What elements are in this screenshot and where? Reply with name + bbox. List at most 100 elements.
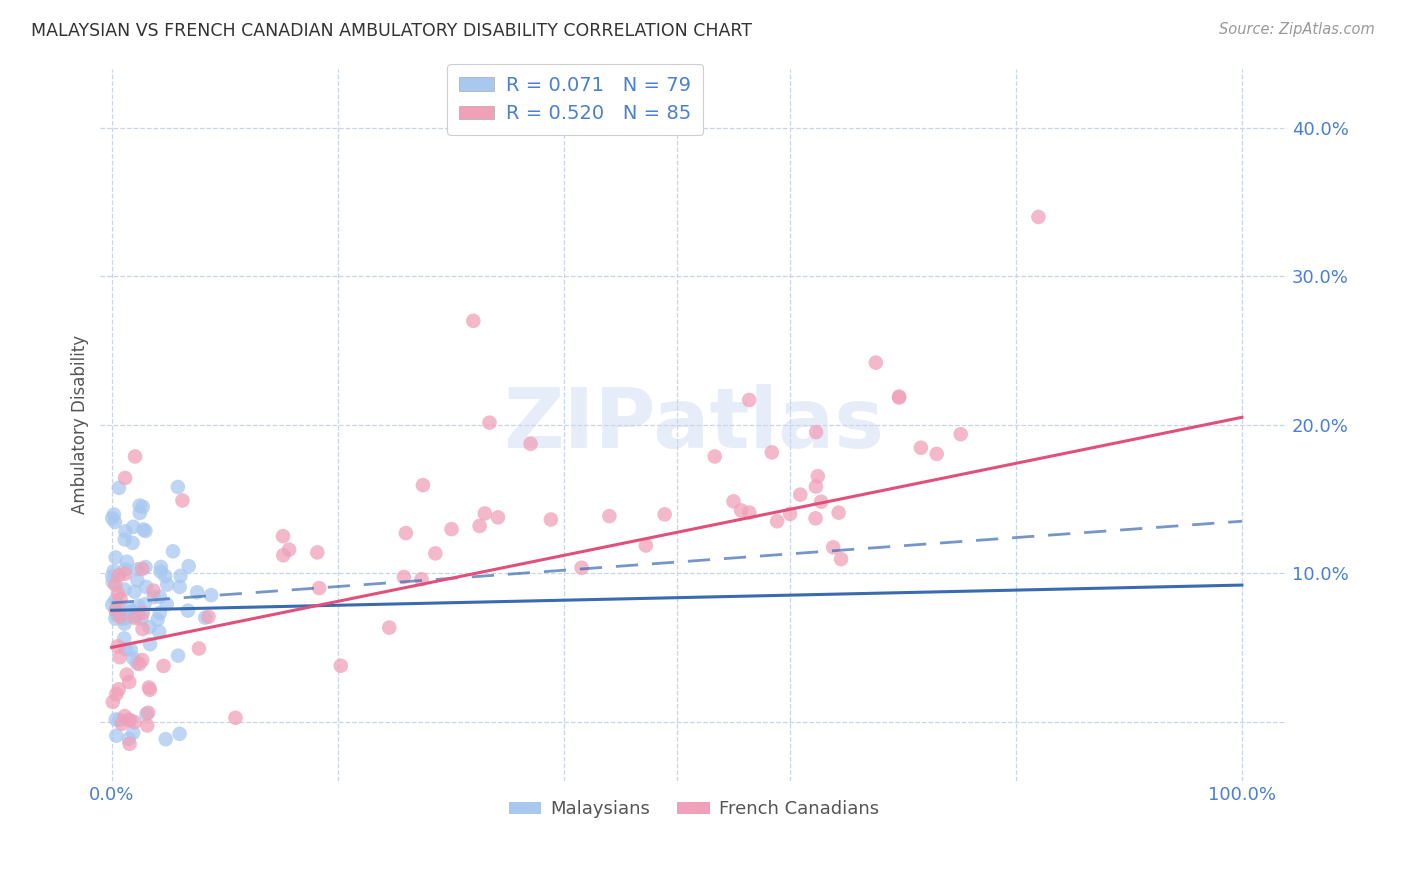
Point	[120, 602, 142, 616]
Point	[114, 566, 136, 581]
Point	[200, 588, 222, 602]
Point	[104, 612, 127, 626]
Point	[412, 478, 434, 492]
Point	[827, 506, 849, 520]
Point	[571, 560, 593, 574]
Point	[278, 542, 301, 557]
Point	[634, 539, 657, 553]
Point	[114, 533, 136, 547]
Point	[121, 536, 143, 550]
Point	[122, 726, 145, 740]
Point	[108, 609, 131, 624]
Point	[104, 712, 127, 726]
Point	[118, 737, 141, 751]
Point	[127, 599, 149, 613]
Point	[138, 620, 160, 634]
Point	[117, 713, 139, 727]
Point	[101, 574, 124, 589]
Point	[804, 479, 827, 493]
Point	[703, 450, 725, 464]
Point	[120, 642, 142, 657]
Point	[411, 572, 433, 586]
Point	[148, 624, 170, 639]
Point	[169, 569, 191, 583]
Point	[103, 564, 125, 578]
Point	[654, 508, 676, 522]
Point	[463, 314, 485, 328]
Point	[186, 585, 208, 599]
Point	[162, 544, 184, 558]
Point	[114, 524, 136, 539]
Point	[152, 659, 174, 673]
Point	[166, 480, 188, 494]
Point	[127, 574, 149, 588]
Point	[723, 494, 745, 508]
Point	[187, 641, 209, 656]
Point	[124, 450, 146, 464]
Point	[134, 560, 156, 574]
Point	[132, 606, 155, 620]
Point	[112, 632, 135, 646]
Point	[779, 507, 801, 521]
Point	[789, 488, 811, 502]
Legend: Malaysians, French Canadians: Malaysians, French Canadians	[502, 793, 886, 825]
Point	[114, 562, 136, 576]
Point	[139, 682, 162, 697]
Point	[598, 509, 620, 524]
Point	[110, 592, 132, 607]
Point	[131, 653, 153, 667]
Point	[378, 621, 401, 635]
Point	[122, 651, 145, 665]
Point	[118, 731, 141, 746]
Point	[135, 580, 157, 594]
Point	[823, 541, 845, 555]
Point	[101, 695, 124, 709]
Point	[169, 580, 191, 594]
Point	[107, 586, 129, 600]
Point	[114, 642, 136, 657]
Point	[142, 583, 165, 598]
Point	[136, 706, 159, 720]
Point	[925, 447, 948, 461]
Point	[156, 597, 179, 611]
Point	[169, 727, 191, 741]
Point	[519, 437, 541, 451]
Point	[112, 612, 135, 626]
Point	[142, 590, 165, 604]
Point	[104, 515, 127, 529]
Point	[738, 506, 761, 520]
Point	[101, 569, 124, 583]
Point	[124, 584, 146, 599]
Point	[149, 606, 172, 620]
Point	[114, 471, 136, 485]
Point	[128, 506, 150, 520]
Point	[156, 577, 179, 591]
Point	[440, 522, 463, 536]
Point	[804, 511, 827, 525]
Point	[478, 416, 501, 430]
Point	[177, 559, 200, 574]
Point	[308, 581, 330, 595]
Point	[167, 648, 190, 663]
Point	[132, 523, 155, 537]
Point	[101, 511, 124, 525]
Point	[118, 675, 141, 690]
Point	[486, 510, 509, 524]
Point	[138, 681, 160, 695]
Point	[108, 607, 131, 622]
Point	[155, 569, 177, 583]
Point	[107, 640, 129, 654]
Point	[1028, 210, 1050, 224]
Point	[807, 469, 830, 483]
Point	[135, 707, 157, 722]
Point	[111, 716, 134, 731]
Point	[104, 603, 127, 617]
Point	[949, 427, 972, 442]
Text: ZIPatlas: ZIPatlas	[503, 384, 884, 466]
Point	[395, 526, 418, 541]
Point	[120, 713, 142, 727]
Point	[131, 622, 153, 636]
Point	[124, 714, 146, 729]
Point	[114, 709, 136, 723]
Point	[155, 732, 177, 747]
